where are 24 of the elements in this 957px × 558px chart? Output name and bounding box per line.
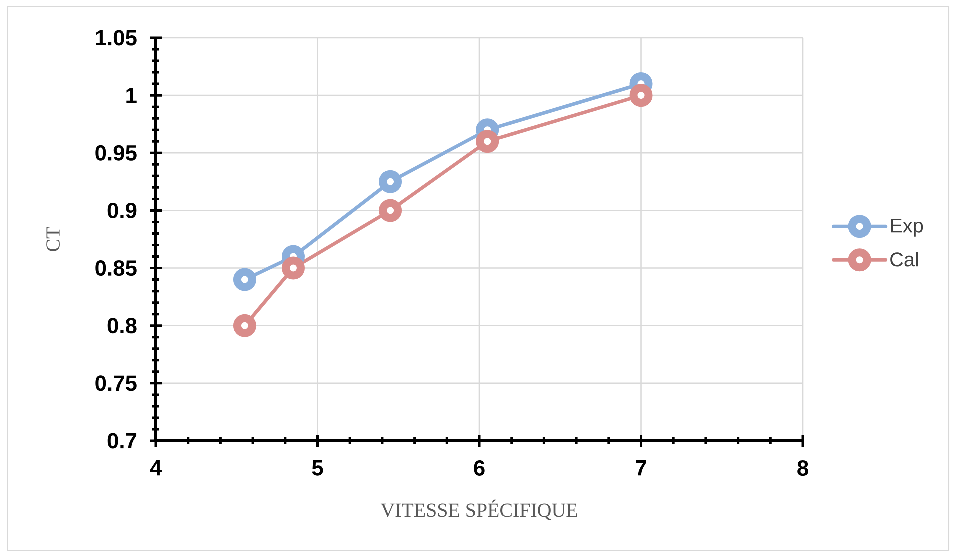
x-tick-label: 5 xyxy=(312,460,324,476)
x-tick-label: 6 xyxy=(474,460,485,476)
point xyxy=(233,268,256,292)
point xyxy=(379,170,402,194)
y-tick-label: 0.9 xyxy=(108,202,137,218)
x-axis-title: VITESSE SPÉCIFIQUE xyxy=(380,500,578,520)
legend-label: Exp xyxy=(891,218,924,237)
y-axis-title: CT xyxy=(46,227,60,252)
legend-label: Cal xyxy=(890,252,918,267)
point xyxy=(379,199,402,222)
x-tick-label: 4 xyxy=(150,460,162,476)
y-tick-label: 0.7 xyxy=(108,433,137,449)
point xyxy=(630,84,653,108)
point xyxy=(233,314,256,338)
x-tick-label: 8 xyxy=(798,460,808,476)
y-tick-label: 1 xyxy=(126,88,137,104)
y-tick-label: 0.8 xyxy=(108,318,137,334)
x-tick-label: 7 xyxy=(636,460,646,476)
point xyxy=(282,256,305,280)
y-tick-label: 0.95 xyxy=(96,145,137,161)
point xyxy=(476,130,500,154)
y-tick-label: 1.05 xyxy=(96,30,137,46)
y-tick-label: 0.75 xyxy=(96,376,137,392)
y-tick-label: 0.85 xyxy=(96,260,137,276)
